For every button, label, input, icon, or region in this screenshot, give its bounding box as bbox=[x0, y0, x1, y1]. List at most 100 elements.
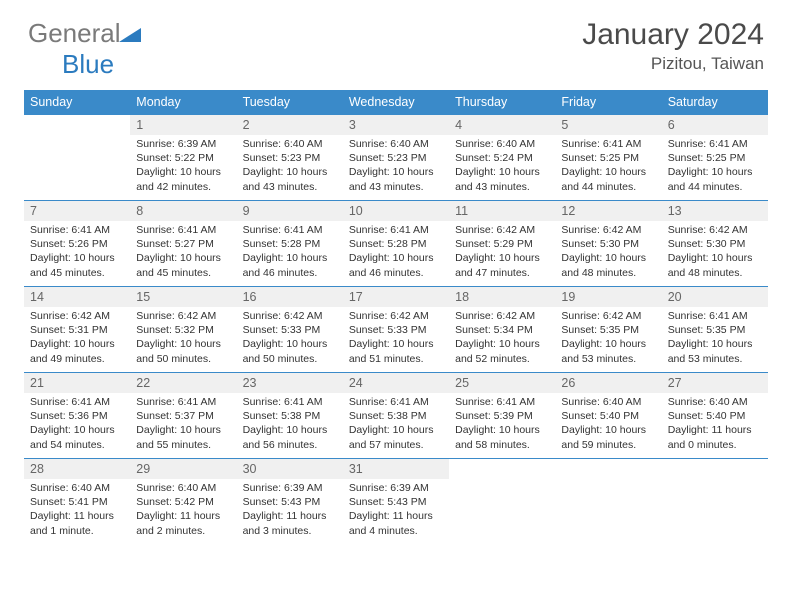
sunset: Sunset: 5:40 PM bbox=[561, 409, 655, 423]
sunset: Sunset: 5:30 PM bbox=[561, 237, 655, 251]
sunrise: Sunrise: 6:42 AM bbox=[243, 309, 337, 323]
day-number: 6 bbox=[662, 115, 768, 135]
sunset: Sunset: 5:33 PM bbox=[349, 323, 443, 337]
day-info: Sunrise: 6:41 AMSunset: 5:39 PMDaylight:… bbox=[449, 393, 555, 456]
sunset: Sunset: 5:38 PM bbox=[243, 409, 337, 423]
day-number: 3 bbox=[343, 115, 449, 135]
day-number: 28 bbox=[24, 459, 130, 479]
dow-cell: Friday bbox=[555, 90, 661, 115]
day-cell: 22Sunrise: 6:41 AMSunset: 5:37 PMDayligh… bbox=[130, 373, 236, 459]
day-number: 13 bbox=[662, 201, 768, 221]
day-info: Sunrise: 6:41 AMSunset: 5:35 PMDaylight:… bbox=[662, 307, 768, 370]
logo: GeneralBlue bbox=[28, 18, 141, 80]
daylight: Daylight: 10 hours and 51 minutes. bbox=[349, 337, 443, 365]
daylight: Daylight: 10 hours and 43 minutes. bbox=[455, 165, 549, 193]
sunset: Sunset: 5:43 PM bbox=[349, 495, 443, 509]
sunrise: Sunrise: 6:42 AM bbox=[136, 309, 230, 323]
day-info: Sunrise: 6:41 AMSunset: 5:38 PMDaylight:… bbox=[343, 393, 449, 456]
daylight: Daylight: 11 hours and 4 minutes. bbox=[349, 509, 443, 537]
daylight: Daylight: 10 hours and 57 minutes. bbox=[349, 423, 443, 451]
day-cell: 21Sunrise: 6:41 AMSunset: 5:36 PMDayligh… bbox=[24, 373, 130, 459]
day-info: Sunrise: 6:40 AMSunset: 5:23 PMDaylight:… bbox=[237, 135, 343, 198]
week-row: 28Sunrise: 6:40 AMSunset: 5:41 PMDayligh… bbox=[24, 459, 768, 545]
day-info: Sunrise: 6:42 AMSunset: 5:31 PMDaylight:… bbox=[24, 307, 130, 370]
logo-text: GeneralBlue bbox=[28, 18, 141, 80]
day-info: Sunrise: 6:41 AMSunset: 5:38 PMDaylight:… bbox=[237, 393, 343, 456]
daylight: Daylight: 10 hours and 42 minutes. bbox=[136, 165, 230, 193]
sunset: Sunset: 5:27 PM bbox=[136, 237, 230, 251]
dow-cell: Tuesday bbox=[237, 90, 343, 115]
sunrise: Sunrise: 6:42 AM bbox=[30, 309, 124, 323]
daylight: Daylight: 10 hours and 53 minutes. bbox=[561, 337, 655, 365]
day-cell: 18Sunrise: 6:42 AMSunset: 5:34 PMDayligh… bbox=[449, 287, 555, 373]
day-cell: 15Sunrise: 6:42 AMSunset: 5:32 PMDayligh… bbox=[130, 287, 236, 373]
day-number: 23 bbox=[237, 373, 343, 393]
day-info: Sunrise: 6:40 AMSunset: 5:41 PMDaylight:… bbox=[24, 479, 130, 542]
day-number: 14 bbox=[24, 287, 130, 307]
daylight: Daylight: 10 hours and 47 minutes. bbox=[455, 251, 549, 279]
sunset: Sunset: 5:34 PM bbox=[455, 323, 549, 337]
day-cell: 25Sunrise: 6:41 AMSunset: 5:39 PMDayligh… bbox=[449, 373, 555, 459]
day-cell: 17Sunrise: 6:42 AMSunset: 5:33 PMDayligh… bbox=[343, 287, 449, 373]
day-info: Sunrise: 6:41 AMSunset: 5:36 PMDaylight:… bbox=[24, 393, 130, 456]
day-cell: 2Sunrise: 6:40 AMSunset: 5:23 PMDaylight… bbox=[237, 115, 343, 201]
sunset: Sunset: 5:37 PM bbox=[136, 409, 230, 423]
sunrise: Sunrise: 6:41 AM bbox=[668, 137, 762, 151]
day-number: 19 bbox=[555, 287, 661, 307]
day-info: Sunrise: 6:41 AMSunset: 5:25 PMDaylight:… bbox=[555, 135, 661, 198]
sunrise: Sunrise: 6:40 AM bbox=[243, 137, 337, 151]
day-cell: 20Sunrise: 6:41 AMSunset: 5:35 PMDayligh… bbox=[662, 287, 768, 373]
day-number: 22 bbox=[130, 373, 236, 393]
day-info: Sunrise: 6:40 AMSunset: 5:40 PMDaylight:… bbox=[662, 393, 768, 456]
daylight: Daylight: 10 hours and 52 minutes. bbox=[455, 337, 549, 365]
sunset: Sunset: 5:32 PM bbox=[136, 323, 230, 337]
day-cell: 7Sunrise: 6:41 AMSunset: 5:26 PMDaylight… bbox=[24, 201, 130, 287]
daylight: Daylight: 10 hours and 44 minutes. bbox=[668, 165, 762, 193]
day-cell bbox=[24, 115, 130, 201]
day-number: 18 bbox=[449, 287, 555, 307]
daylight: Daylight: 10 hours and 46 minutes. bbox=[349, 251, 443, 279]
sunrise: Sunrise: 6:40 AM bbox=[136, 481, 230, 495]
day-number: 9 bbox=[237, 201, 343, 221]
day-number: 21 bbox=[24, 373, 130, 393]
day-number: 26 bbox=[555, 373, 661, 393]
sunrise: Sunrise: 6:41 AM bbox=[349, 395, 443, 409]
sunrise: Sunrise: 6:39 AM bbox=[136, 137, 230, 151]
sunrise: Sunrise: 6:40 AM bbox=[30, 481, 124, 495]
day-number: 16 bbox=[237, 287, 343, 307]
sunrise: Sunrise: 6:42 AM bbox=[561, 223, 655, 237]
day-info: Sunrise: 6:41 AMSunset: 5:28 PMDaylight:… bbox=[343, 221, 449, 284]
day-cell: 16Sunrise: 6:42 AMSunset: 5:33 PMDayligh… bbox=[237, 287, 343, 373]
logo-word-general: General bbox=[28, 18, 121, 48]
day-info: Sunrise: 6:40 AMSunset: 5:42 PMDaylight:… bbox=[130, 479, 236, 542]
daylight: Daylight: 11 hours and 1 minute. bbox=[30, 509, 124, 537]
sunset: Sunset: 5:30 PM bbox=[668, 237, 762, 251]
sunset: Sunset: 5:28 PM bbox=[243, 237, 337, 251]
sunset: Sunset: 5:26 PM bbox=[30, 237, 124, 251]
day-cell: 27Sunrise: 6:40 AMSunset: 5:40 PMDayligh… bbox=[662, 373, 768, 459]
week-row: 21Sunrise: 6:41 AMSunset: 5:36 PMDayligh… bbox=[24, 373, 768, 459]
sunrise: Sunrise: 6:40 AM bbox=[349, 137, 443, 151]
day-info: Sunrise: 6:40 AMSunset: 5:24 PMDaylight:… bbox=[449, 135, 555, 198]
daylight: Daylight: 11 hours and 2 minutes. bbox=[136, 509, 230, 537]
sunrise: Sunrise: 6:39 AM bbox=[243, 481, 337, 495]
week-row: 7Sunrise: 6:41 AMSunset: 5:26 PMDaylight… bbox=[24, 201, 768, 287]
day-number: 25 bbox=[449, 373, 555, 393]
week-row: 14Sunrise: 6:42 AMSunset: 5:31 PMDayligh… bbox=[24, 287, 768, 373]
day-cell: 23Sunrise: 6:41 AMSunset: 5:38 PMDayligh… bbox=[237, 373, 343, 459]
day-info: Sunrise: 6:42 AMSunset: 5:29 PMDaylight:… bbox=[449, 221, 555, 284]
daylight: Daylight: 10 hours and 45 minutes. bbox=[136, 251, 230, 279]
day-info: Sunrise: 6:42 AMSunset: 5:33 PMDaylight:… bbox=[237, 307, 343, 370]
daylight: Daylight: 10 hours and 59 minutes. bbox=[561, 423, 655, 451]
dow-cell: Wednesday bbox=[343, 90, 449, 115]
sunrise: Sunrise: 6:41 AM bbox=[30, 223, 124, 237]
daylight: Daylight: 10 hours and 48 minutes. bbox=[668, 251, 762, 279]
day-number: 31 bbox=[343, 459, 449, 479]
day-number: 12 bbox=[555, 201, 661, 221]
sunrise: Sunrise: 6:41 AM bbox=[349, 223, 443, 237]
day-info: Sunrise: 6:42 AMSunset: 5:30 PMDaylight:… bbox=[662, 221, 768, 284]
day-info: Sunrise: 6:41 AMSunset: 5:27 PMDaylight:… bbox=[130, 221, 236, 284]
day-info: Sunrise: 6:39 AMSunset: 5:43 PMDaylight:… bbox=[343, 479, 449, 542]
day-info: Sunrise: 6:42 AMSunset: 5:33 PMDaylight:… bbox=[343, 307, 449, 370]
day-info: Sunrise: 6:39 AMSunset: 5:43 PMDaylight:… bbox=[237, 479, 343, 542]
